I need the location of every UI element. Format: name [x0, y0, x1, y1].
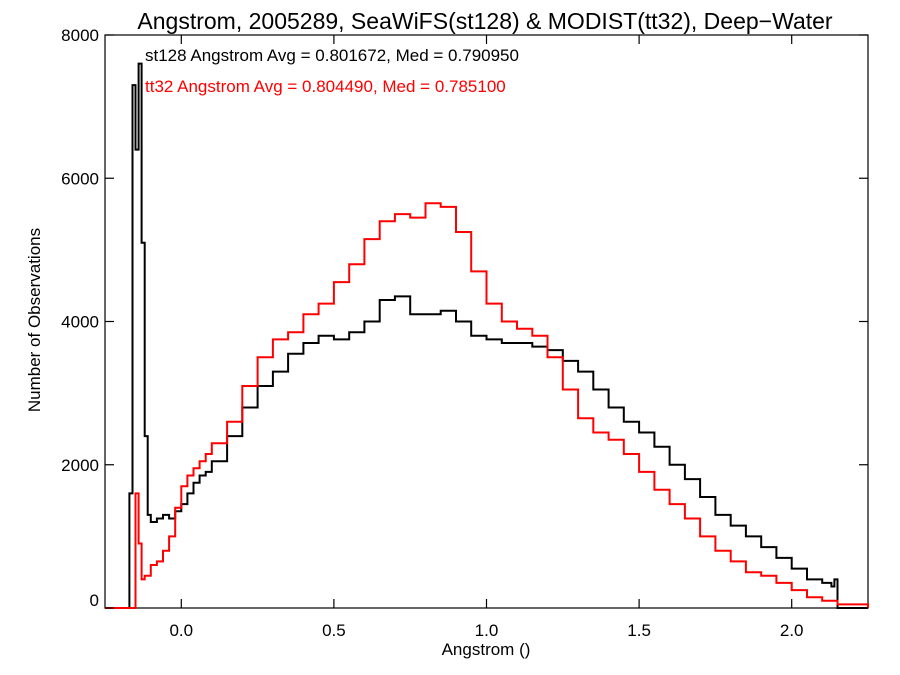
series-line-1 [105, 202, 869, 609]
y-tick-label-1: 2000 [61, 456, 99, 475]
x-tick-label-1: 0.5 [322, 621, 346, 640]
x-axis-ticks: 0.0 0.5 1.0 1.5 2.0 [169, 35, 804, 640]
y-tick-label-2: 4000 [61, 313, 99, 332]
y-axis-ticks: 0 2000 4000 6000 8000 [61, 26, 868, 610]
series-layer [105, 62, 869, 609]
y-tick-label-4: 8000 [61, 26, 99, 45]
plot-area: 0.0 0.5 1.0 1.5 2.0 0 2000 4000 6000 8000 [61, 26, 869, 640]
chart-title: Angstrom, 2005289, SeaWiFS(st128) & MODI… [137, 8, 833, 34]
annotations: st128 Angstrom Avg = 0.801672, Med = 0.7… [145, 46, 519, 96]
x-tick-label-3: 1.5 [627, 621, 651, 640]
x-axis-label: Angstrom () [442, 640, 531, 659]
y-axis-label: Number of Observations [25, 228, 44, 412]
tt32-stats-annotation: tt32 Angstrom Avg = 0.804490, Med = 0.78… [145, 77, 506, 96]
plot-frame [104, 34, 869, 609]
x-tick-label-4: 2.0 [780, 621, 804, 640]
x-tick-label-0: 0.0 [169, 621, 193, 640]
st128-stats-annotation: st128 Angstrom Avg = 0.801672, Med = 0.7… [145, 46, 519, 65]
series-line-0 [105, 62, 868, 609]
y-tick-label-3: 6000 [61, 169, 99, 188]
x-tick-label-2: 1.0 [475, 621, 499, 640]
y-tick-label-0: 0 [90, 591, 99, 610]
